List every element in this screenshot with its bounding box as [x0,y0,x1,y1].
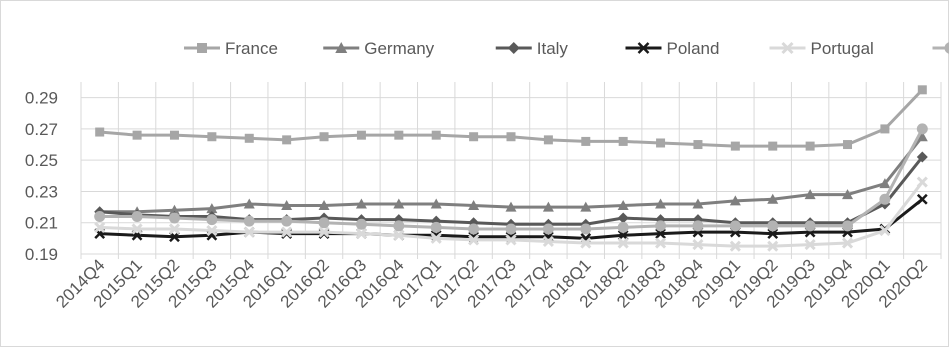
data-point [506,223,517,234]
data-point [767,220,778,231]
data-point [170,131,179,140]
series-line [100,157,923,224]
series-line [100,129,923,229]
legend-entry-germany: Germany [323,39,434,58]
data-point [281,216,292,227]
data-point [507,132,516,141]
data-point [918,85,927,94]
y-tick-label: 0.19 [25,245,58,264]
data-point [843,140,852,149]
data-point [169,213,180,224]
data-point [693,140,702,149]
data-point [880,124,889,133]
y-tick-label: 0.23 [25,182,58,201]
data-point [879,194,890,205]
y-tick-label: 0.21 [25,214,58,233]
data-point [656,138,665,147]
y-axis-ticks: 0.19 0.21 0.23 0.25 0.27 0.29 [25,89,58,264]
data-point [543,223,554,234]
data-point [618,222,629,233]
legend-label: Portugal [811,39,874,58]
legend-label: Germany [364,39,434,58]
data-point [581,137,590,146]
series-portugal [95,178,927,251]
data-point [692,220,703,231]
data-point [356,219,367,230]
data-point [394,131,403,140]
data-point [95,128,104,137]
y-tick-label: 0.29 [25,89,58,108]
data-point [432,131,441,140]
data-point [320,132,329,141]
data-point [431,222,442,233]
data-point [207,132,216,141]
legend-entry-poland: Poland [626,39,720,58]
legend-entry-spain: Spain [933,39,949,58]
y-tick-label: 0.25 [25,151,58,170]
data-point [469,132,478,141]
series-france [95,85,927,150]
data-point [468,223,479,234]
data-point [618,213,629,224]
legend-marker [197,43,207,53]
data-point [806,142,815,151]
legend-entry-italy: Italy [496,39,569,58]
data-point [917,123,928,134]
legend-entry-france: France [184,39,278,58]
legend-label: Poland [667,39,720,58]
data-point [918,195,927,204]
y-tick-label: 0.27 [25,120,58,139]
series-germany [94,131,928,216]
data-point [918,178,927,187]
data-point [206,214,217,225]
data-point [731,142,740,151]
data-point [544,135,553,144]
data-point [768,142,777,151]
legend-marker [508,42,520,54]
legend-marker [945,42,949,54]
data-point [357,131,366,140]
data-point [244,216,255,227]
data-point [580,223,591,234]
series-line [100,137,923,212]
data-point [133,131,142,140]
legend-label: France [225,39,278,58]
data-point [245,134,254,143]
data-point [94,211,105,222]
data-point [730,220,741,231]
data-point [319,217,330,228]
data-point [393,220,404,231]
legend-entry-portugal: Portugal [770,39,874,58]
data-point [619,137,628,146]
data-point [655,220,666,231]
data-point [805,220,816,231]
x-axis-ticks: 2014Q42015Q12015Q22015Q32015Q42016Q12016… [52,255,931,311]
legend: France Germany Italy Poland Portugal Spain [184,39,949,58]
legend-label: Italy [537,39,569,58]
series-italy [94,152,928,230]
data-point [842,220,853,231]
data-point [282,135,291,144]
data-point [132,211,143,222]
series-lines [94,85,928,250]
